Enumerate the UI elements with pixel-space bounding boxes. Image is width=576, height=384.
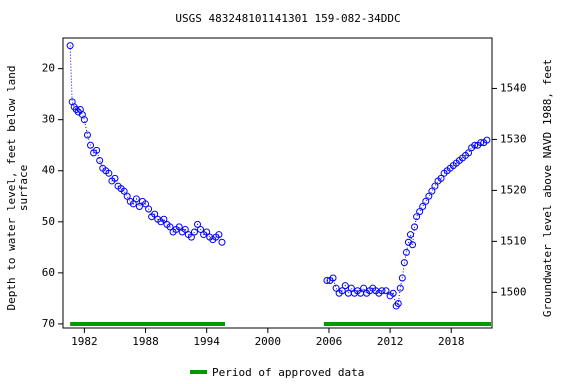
data-point (471, 141, 479, 149)
data-point (323, 277, 331, 285)
series-line (69, 45, 488, 308)
x-tick-label: 1988 (132, 335, 159, 348)
y2-axis-label: Groundwater level above NAVD 1988, feet (541, 59, 554, 317)
data-point (160, 215, 168, 223)
data-point (413, 213, 421, 221)
data-point (187, 233, 195, 241)
data-point (419, 202, 427, 210)
data-point (422, 197, 430, 205)
data-point (409, 241, 417, 249)
data-point (215, 231, 223, 239)
data-point (80, 116, 88, 124)
x-tick-label: 1994 (193, 335, 220, 348)
x-tick-label: 2000 (255, 335, 282, 348)
plot-frame (62, 37, 493, 329)
data-point (400, 259, 408, 267)
data-point (398, 274, 406, 282)
data-point (132, 195, 140, 203)
data-point (406, 231, 414, 239)
y-tick-label: 30 (42, 113, 55, 126)
data-point (93, 146, 101, 154)
data-point (389, 289, 397, 297)
data-point (360, 284, 368, 292)
data-point (332, 284, 340, 292)
data-point (197, 225, 205, 233)
data-point (396, 284, 404, 292)
data-point (66, 42, 74, 50)
data-point (190, 228, 198, 236)
data-point (437, 174, 445, 182)
data-point (218, 238, 226, 246)
x-tick-label: 2006 (316, 335, 343, 348)
data-point (145, 205, 153, 213)
y-tick-label: 70 (42, 317, 55, 330)
y2-tick-label: 1500 (500, 285, 527, 298)
data-point (166, 223, 174, 231)
data-point (425, 192, 433, 200)
data-point (347, 284, 355, 292)
data-point (175, 223, 183, 231)
y-axis-label: surface (17, 165, 30, 211)
data-point (483, 136, 491, 144)
y-tick-label: 60 (42, 266, 55, 279)
data-point (194, 220, 202, 228)
data-point (329, 274, 337, 282)
data-point (151, 210, 159, 218)
y2-tick-label: 1510 (500, 234, 527, 247)
data-point (123, 192, 131, 200)
data-point (96, 157, 104, 165)
data-point (83, 131, 91, 139)
data-point (135, 202, 143, 210)
data-point (203, 228, 211, 236)
y-axis-label: Depth to water level, feet below land (5, 65, 18, 310)
data-point (341, 282, 349, 290)
chart-title: USGS 483248101141301 159-082-34DDC (175, 12, 400, 25)
data-point (411, 223, 419, 231)
data-point (87, 141, 95, 149)
data-point (428, 187, 436, 195)
data-point (105, 169, 113, 177)
data-point (431, 182, 439, 190)
x-tick-label: 1982 (71, 335, 98, 348)
data-point (402, 248, 410, 256)
data-point (477, 139, 485, 147)
y2-tick-label: 1540 (500, 81, 527, 94)
legend-label: Period of approved data (212, 366, 364, 379)
data-point (416, 208, 424, 216)
data-point (111, 174, 119, 182)
y-tick-label: 40 (42, 164, 55, 177)
x-tick-label: 2012 (377, 335, 404, 348)
y-tick-label: 20 (42, 62, 55, 75)
data-point (129, 200, 137, 208)
data-point (142, 200, 150, 208)
data-point (120, 187, 128, 195)
y2-tick-label: 1530 (500, 132, 527, 145)
y-tick-label: 50 (42, 215, 55, 228)
data-point (378, 287, 386, 295)
data-point (382, 287, 390, 295)
data-point (465, 149, 473, 157)
x-tick-label: 2018 (438, 335, 465, 348)
data-point (181, 225, 189, 233)
data-point (394, 299, 402, 307)
data-point (338, 287, 346, 295)
y2-tick-label: 1520 (500, 183, 527, 196)
